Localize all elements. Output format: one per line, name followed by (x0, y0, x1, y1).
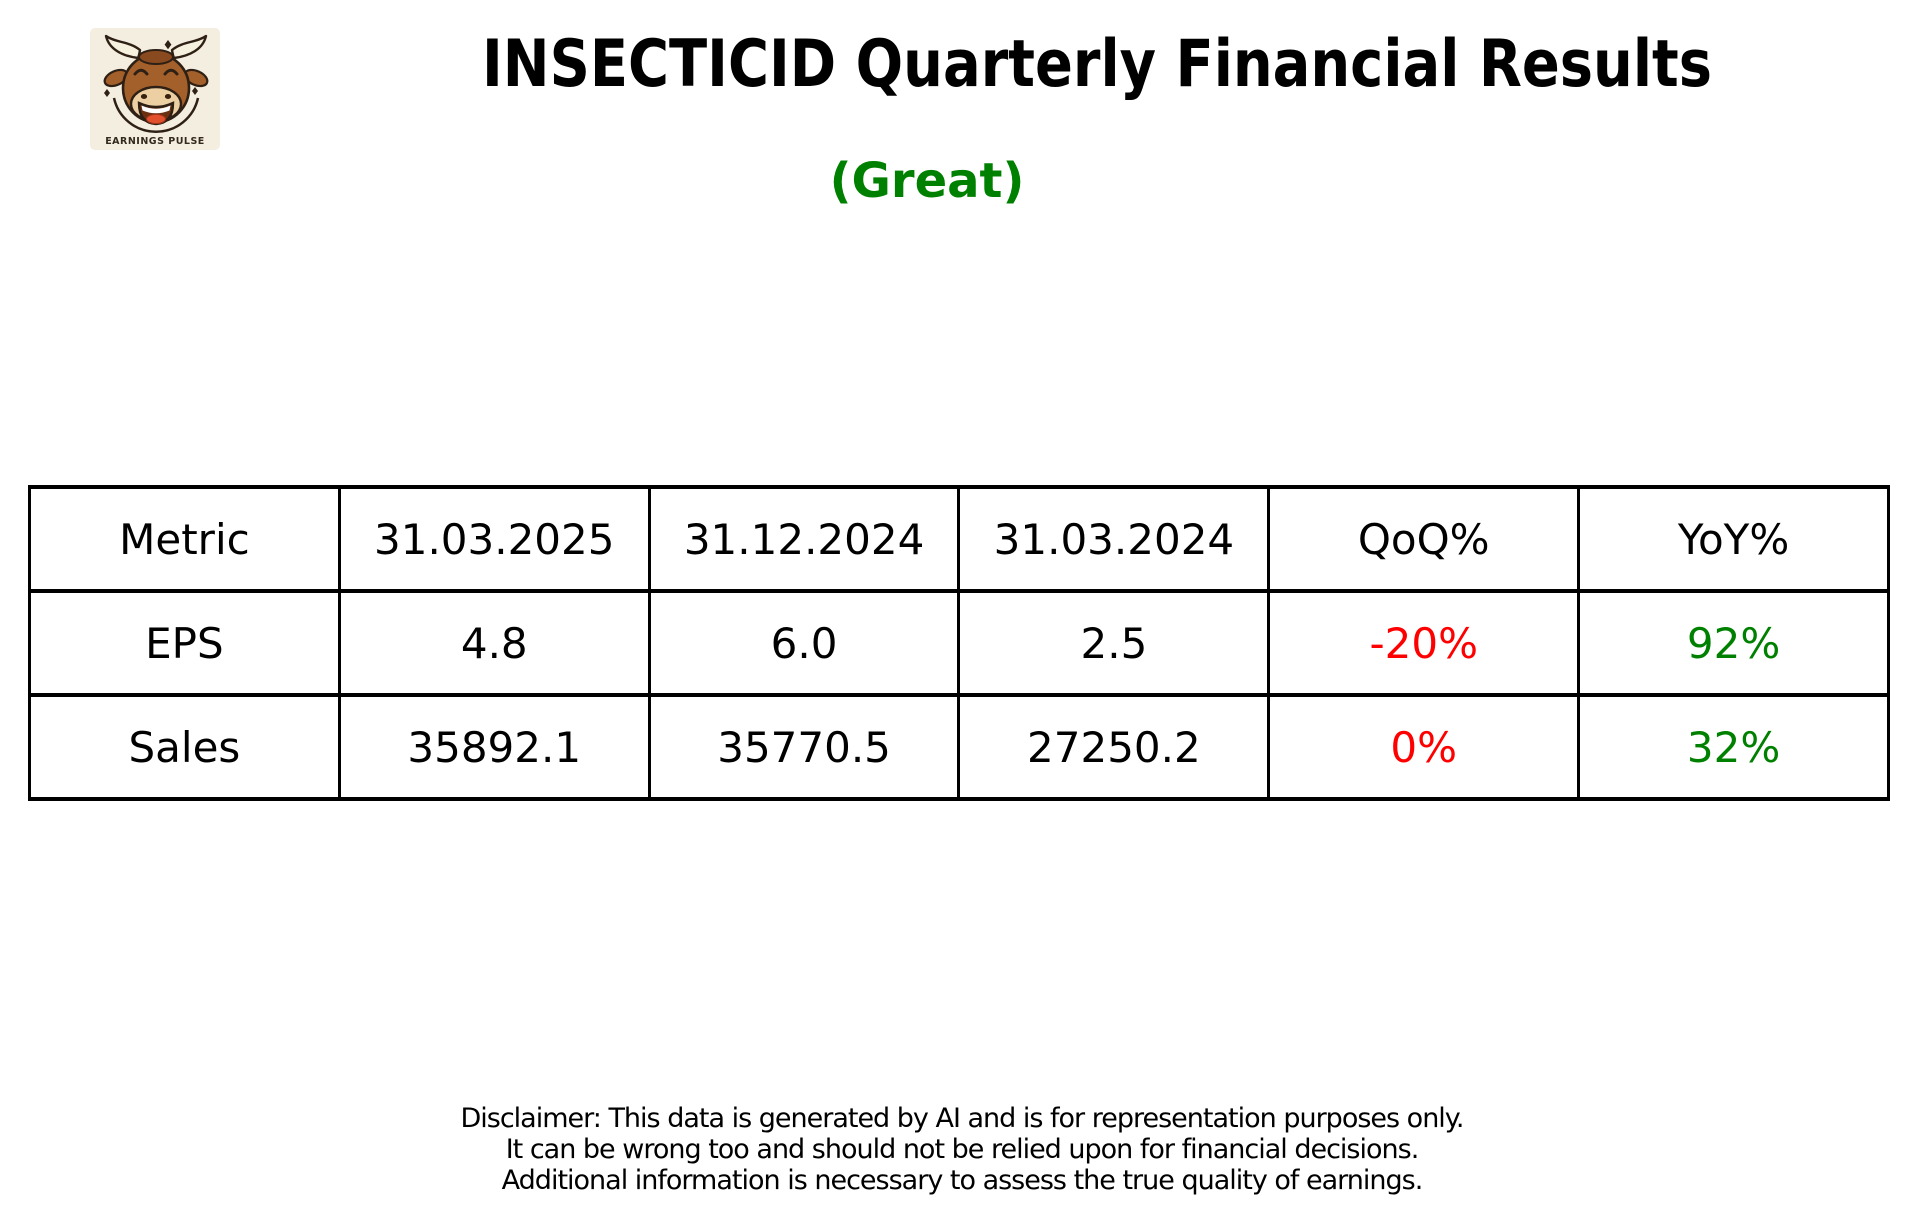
cell-metric: EPS (28, 589, 341, 697)
column-header-yoy: YoY% (1577, 485, 1890, 593)
table-row-sales: Sales 35892.1 35770.5 27250.2 0% 32% (28, 693, 1890, 801)
cell-qoq: -20% (1267, 589, 1581, 697)
table-row-eps: EPS 4.8 6.0 2.5 -20% 92% (28, 589, 1890, 697)
column-header-q-31-12-2024: 31.12.2024 (647, 485, 961, 593)
results-table: Metric 31.03.2025 31.12.2024 31.03.2024 … (28, 485, 1890, 801)
disclaimer-line: It can be wrong too and should not be re… (505, 1134, 1420, 1165)
eye-icon (163, 68, 179, 76)
column-header-qoq: QoQ% (1267, 485, 1581, 593)
bull-head-icon (121, 49, 191, 126)
cell-value: 4.8 (337, 589, 651, 697)
sparkle-icon (104, 89, 110, 97)
disclaimer-line: Additional information is necessary to a… (501, 1165, 1424, 1196)
sparkle-icon (164, 40, 172, 50)
cell-qoq: 0% (1267, 693, 1581, 801)
cell-value: 6.0 (647, 589, 961, 697)
cell-value: 2.5 (957, 589, 1271, 697)
cell-value: 35770.5 (647, 693, 961, 801)
column-header-q-31-03-2025: 31.03.2025 (337, 485, 651, 593)
logo-brand-text: EARNINGS PULSE (105, 136, 205, 147)
cell-metric: Sales (28, 693, 341, 801)
cell-value: 35892.1 (337, 693, 651, 801)
cell-value: 27250.2 (957, 693, 1271, 801)
sparkle-icon (192, 87, 198, 95)
column-header-metric: Metric (28, 485, 341, 593)
earnings-pulse-logo: EARNINGS PULSE (90, 28, 220, 150)
column-header-q-31-03-2024: 31.03.2024 (957, 485, 1271, 593)
page-title: INSECTICID Quarterly Financial Results (481, 27, 1713, 102)
cell-yoy: 32% (1577, 693, 1890, 801)
disclaimer-line: Disclaimer: This data is generated by AI… (460, 1103, 1464, 1134)
verdict-subtitle: (Great) (829, 153, 1025, 209)
logo-frame-arc (112, 97, 200, 134)
eye-icon (133, 68, 149, 76)
disclaimer: Disclaimer: This data is generated by AI… (460, 1103, 1464, 1196)
cell-yoy: 92% (1577, 589, 1890, 697)
tongue-icon (146, 113, 166, 125)
table-header-row: Metric 31.03.2025 31.12.2024 31.03.2024 … (28, 485, 1890, 593)
